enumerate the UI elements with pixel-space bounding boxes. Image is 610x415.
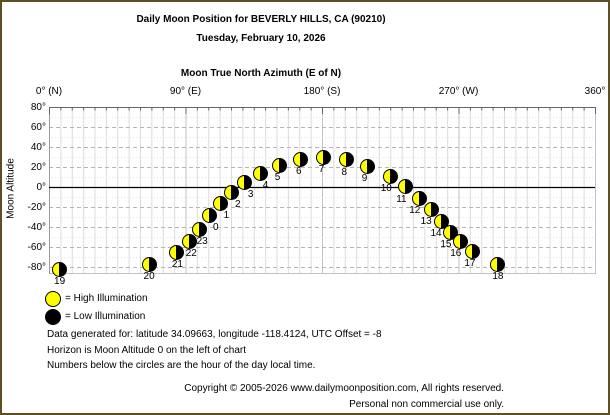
- hour-label-6: 6: [295, 166, 302, 177]
- moon-position-hour-21: [168, 244, 184, 260]
- x-tick-180: 180° (S): [303, 86, 341, 97]
- hour-label-3: 3: [247, 189, 254, 200]
- hour-label-22: 22: [185, 248, 197, 259]
- hour-label-0: 0: [212, 222, 219, 233]
- y-tick-20: 20°: [30, 162, 46, 173]
- y-axis-title: Moon Altitude: [5, 158, 17, 219]
- footnote-numbers: Numbers below the circles are the hour o…: [47, 360, 316, 371]
- y-tick-0: 0°: [36, 182, 46, 193]
- hour-label-4: 4: [262, 180, 269, 191]
- page-title: Daily Moon Position for BEVERLY HILLS, C…: [136, 14, 386, 25]
- moon-position-hour-8: [338, 152, 354, 167]
- moon-position-hour-12: [412, 190, 428, 206]
- moon-position-hour-16: [453, 233, 469, 249]
- x-tick-90: 90° (E): [169, 86, 202, 97]
- hour-label-17: 17: [464, 258, 476, 269]
- hour-label-9: 9: [361, 173, 368, 184]
- grid: [49, 107, 596, 274]
- footnote-horizon: Horizon is Moon Altitude 0 on the left o…: [47, 345, 246, 356]
- moon-position-hour-1: [212, 195, 228, 211]
- moon-position-hour-10: [382, 168, 398, 184]
- moon-position-hour-3: [237, 174, 253, 190]
- y-axis-tick-labels: 80° 60° 40° 20° 0° -20° -40° -60° -80°: [22, 102, 46, 274]
- hour-label-19: 19: [54, 276, 66, 287]
- moon-position-hour-11: [397, 179, 413, 194]
- moon-position-hour-18: [490, 256, 506, 272]
- hour-label-10: 10: [380, 183, 392, 194]
- chart-title: Moon True North Azimuth (E of N): [180, 68, 342, 79]
- moon-position-hour-4: [253, 165, 269, 181]
- hour-label-8: 8: [341, 166, 348, 178]
- copyright-line: Copyright © 2005-2026 www.dailymoonposit…: [184, 383, 504, 394]
- footnote-data-generated: Data generated for: latitude 34.09663, l…: [47, 329, 382, 340]
- hour-label-23: 23: [196, 236, 208, 247]
- moon-position-hour-17: [465, 243, 481, 259]
- copyright-line-2: Personal non commercial use only.: [349, 399, 504, 410]
- page-date: Tuesday, February 10, 2026: [196, 33, 326, 44]
- y-tick--80: -80°: [27, 262, 46, 273]
- hour-label-1: 1: [223, 210, 230, 221]
- legend-low-label: = Low Illumination: [65, 311, 146, 322]
- moon-position-hour-2: [224, 184, 240, 200]
- plot-area: 0 1 2 3 4 5 6 7 8 9 10 11 12 13 14 15 16 17 18 19 20 21 22 23: [49, 107, 596, 287]
- moon-position-hour-22: [181, 233, 197, 249]
- moon-position-hour-9: [360, 158, 375, 174]
- moon-position-hour-6: [293, 151, 309, 167]
- hour-label-15: 15: [440, 239, 452, 250]
- hour-label-5: 5: [274, 172, 281, 183]
- x-tick-270: 270° (W): [438, 86, 479, 97]
- moon-position-hour-5: [272, 157, 288, 173]
- x-axis-tick-labels: 0° (N) 90° (E) 180° (S) 270° (W) 360°: [2, 86, 608, 98]
- hour-label-11: 11: [396, 193, 407, 205]
- moon-position-hour-23: [191, 221, 207, 237]
- hour-label-7: 7: [318, 164, 325, 175]
- hour-label-21: 21: [171, 259, 183, 270]
- moon-position-hour-7: [316, 149, 332, 165]
- hour-label-16: 16: [450, 248, 462, 259]
- hour-label-13: 13: [420, 216, 432, 227]
- y-tick-80: 80°: [30, 102, 46, 113]
- y-tick--60: -60°: [27, 242, 46, 253]
- hour-label-18: 18: [492, 271, 504, 282]
- hour-label-12: 12: [409, 205, 421, 216]
- y-tick--40: -40°: [27, 222, 46, 233]
- y-tick--20: -20°: [27, 202, 46, 213]
- y-tick-40: 40°: [30, 142, 46, 153]
- moon-position-hour-14: [433, 213, 449, 229]
- high-illumination-swatch: [45, 291, 61, 307]
- x-tick-0: 0° (N): [35, 86, 63, 97]
- moon-position-hour-20: [141, 256, 157, 272]
- legend-high-label: = High Illumination: [65, 293, 148, 304]
- x-tick-360: 360°: [584, 86, 606, 97]
- low-illumination-swatch: [45, 309, 61, 325]
- moon-position-hour-13: [423, 201, 439, 217]
- hour-label-20: 20: [143, 271, 155, 282]
- moon-position-hour-19: [52, 261, 68, 277]
- hour-label-14: 14: [430, 228, 442, 239]
- y-tick-60: 60°: [30, 122, 46, 133]
- moon-position-hour-0: [202, 207, 218, 223]
- hour-label-2: 2: [234, 199, 241, 210]
